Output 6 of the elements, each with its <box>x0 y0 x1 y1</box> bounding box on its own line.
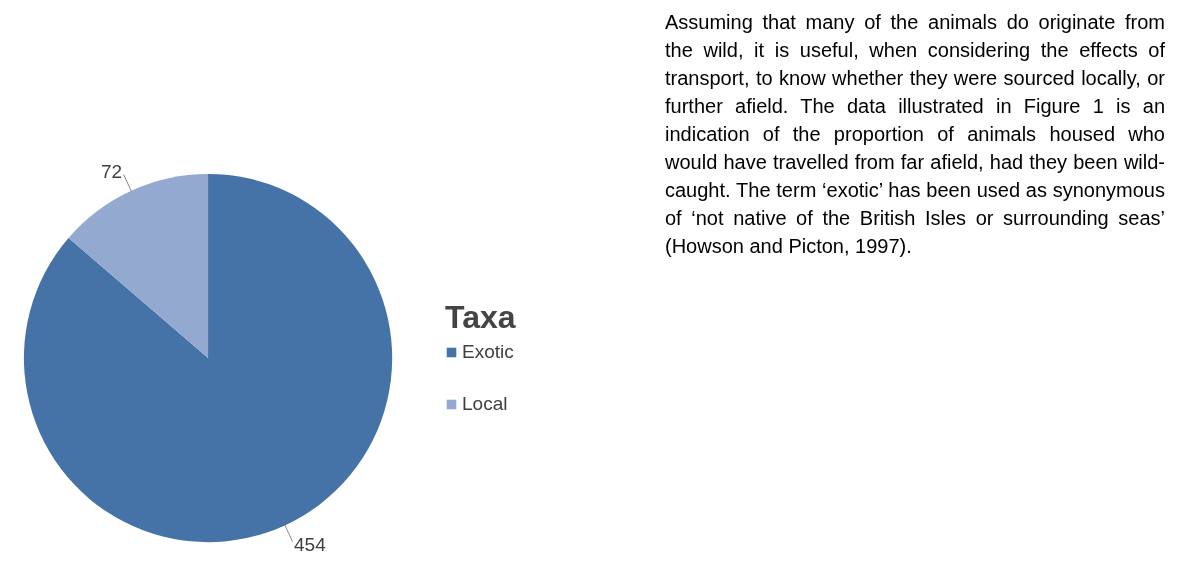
legend-label: Exotic <box>462 341 514 363</box>
data-label: 454 <box>294 534 327 556</box>
text: Assuming that many of the animals do originate from the wild, it is useful, when considering the effects of transport, to know whether they were sourced locally, or further afield. The data illustrated in Figure 1 is an indication of the proportion of animals housed who would have travelled from far afield, had they been wild-caught. The term ‘exotic’ has been used as synonymous of ‘not native of the British Isles or surrounding seas’ (Howson and Picton, 1997). <box>665 11 1165 257</box>
legend-label: Local <box>462 393 508 415</box>
legend-title: Taxa <box>445 299 516 336</box>
data-label: 72 <box>100 160 123 182</box>
